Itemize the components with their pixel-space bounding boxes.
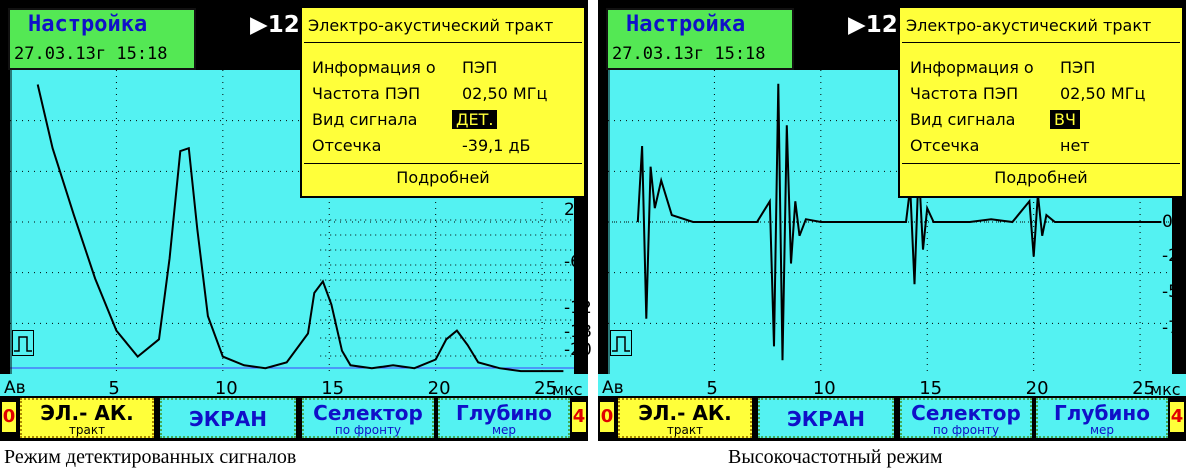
mode-title: Настройка <box>28 12 148 37</box>
softkey-label: ЭКРАН <box>189 407 267 431</box>
corner-label: Ав <box>602 378 624 398</box>
x-tick-label: 10 <box>214 378 238 399</box>
menu-divider <box>902 42 1180 43</box>
y-tick-label: -25 <box>1162 246 1186 266</box>
softkey-sublabel: мер <box>491 423 517 437</box>
signal-trace <box>636 83 1162 361</box>
y-tick-label: 0 <box>1162 212 1173 232</box>
softkey-button-1[interactable]: ЭЛ.- АК. тракт <box>618 398 752 438</box>
gate-marker-icon <box>12 330 34 356</box>
softkey-label: ЭЛ.- АК. <box>40 401 134 425</box>
y-tick-label: -18 <box>564 322 592 342</box>
menu-row-label[interactable]: Вид сигнала <box>910 110 1016 129</box>
softkey-sublabel: мер <box>1089 423 1115 437</box>
softkey-button-3[interactable]: Селектор по фронту <box>302 398 434 438</box>
menu-divider <box>304 42 582 43</box>
y-tick-label: -50 <box>1162 282 1186 302</box>
gate-marker-icon <box>610 330 632 356</box>
menu-row-value[interactable]: -39,1 дБ <box>462 136 531 155</box>
menu-divider <box>902 163 1180 164</box>
menu-row-label[interactable]: Информация о <box>910 58 1034 77</box>
signal-trace <box>36 84 564 373</box>
softkey-label: Селектор <box>313 401 423 425</box>
menu-row-label[interactable]: Отсечка <box>312 136 382 155</box>
softkey-label: ЭКРАН <box>787 407 865 431</box>
x-axis-row <box>0 374 588 396</box>
menu-row-value[interactable]: 02,50 МГц <box>1060 84 1146 103</box>
right-page-number: 4 <box>1170 402 1184 432</box>
menu-row-value[interactable]: ПЭП <box>462 58 498 77</box>
figure-caption: Высокочастотный режим <box>728 446 943 468</box>
settings-menu: Электро-акустический тракт Информация о П… <box>898 6 1184 198</box>
softkey-button-4[interactable]: Глубино мер <box>1036 398 1168 438</box>
x-tick-label: 5 <box>108 378 120 399</box>
x-tick-label: 5 <box>706 378 718 399</box>
softkey-sublabel: по фронту <box>334 423 402 437</box>
mode-title: Настройка <box>626 12 746 37</box>
left-page-number: 0 <box>2 402 16 432</box>
softkey-button-1[interactable]: ЭЛ.- АК. тракт <box>20 398 154 438</box>
screen-detected: Настройка 27.03.13г 15:18 ▶12,0 Электро-… <box>0 0 592 468</box>
softkey-label: Глубино <box>456 401 552 425</box>
screen-hf: Настройка 27.03.13г 15:18 ▶12,0 Электро-… <box>598 0 1186 468</box>
menu-header: Электро-акустический тракт <box>906 16 1152 35</box>
softkey-button-3[interactable]: Селектор по фронту <box>900 398 1032 438</box>
settings-menu: Электро-акустический тракт Информация о П… <box>300 6 586 198</box>
softkey-button-4[interactable]: Глубино мер <box>438 398 570 438</box>
x-unit-label: мкс <box>1150 380 1181 399</box>
mode-title-box: Настройка 27.03.13г 15:18 <box>8 8 196 70</box>
softkey-button-2[interactable]: ЭКРАН <box>758 398 894 438</box>
mode-title-box: Настройка 27.03.13г 15:18 <box>606 8 794 70</box>
softkey-label: ЭЛ.- АК. <box>638 401 732 425</box>
menu-row-label[interactable]: Отсечка <box>910 136 980 155</box>
x-tick-label: 20 <box>427 378 451 399</box>
figure-caption: Режим детектированных сигналов <box>4 446 297 468</box>
y-tick-label: -12 <box>564 298 592 318</box>
y-tick-label: -20 <box>564 340 592 360</box>
x-axis-row <box>598 374 1186 396</box>
softkey-sublabel: по фронту <box>932 423 1000 437</box>
x-tick-label: 20 <box>1025 378 1049 399</box>
x-tick-label: 10 <box>812 378 836 399</box>
menu-row-value[interactable]: нет <box>1060 136 1090 155</box>
x-tick-label: 15 <box>321 378 345 399</box>
softkey-bar: 0 ЭЛ.- АК. тракт ЭКРАН Селектор по фронту Глуб… <box>598 396 1186 441</box>
menu-row-label[interactable]: Частота ПЭП <box>312 84 421 103</box>
more-button[interactable]: Подробней <box>396 168 490 187</box>
a-scan-svg <box>10 70 574 374</box>
x-tick-label: 25 <box>1132 378 1155 399</box>
softkey-label: Селектор <box>911 401 1021 425</box>
x-tick-label: 25 <box>534 378 557 399</box>
y-tick-label: -75 <box>1162 318 1186 338</box>
softkey-bar: 0 ЭЛ.- АК. тракт ЭКРАН Селектор по фронту Глуб… <box>0 396 588 441</box>
softkey-button-2[interactable]: ЭКРАН <box>160 398 296 438</box>
x-tick-label: 15 <box>919 378 943 399</box>
a-scan-svg <box>608 70 1172 374</box>
more-button[interactable]: Подробней <box>994 168 1088 187</box>
menu-header: Электро-акустический тракт <box>308 16 554 35</box>
menu-row-label[interactable]: Вид сигнала <box>312 110 418 129</box>
softkey-label: Глубино <box>1054 401 1150 425</box>
softkey-sublabel: тракт <box>68 423 106 437</box>
menu-row-value[interactable]: ПЭП <box>1060 58 1096 77</box>
datetime: 27.03.13г 15:18 <box>14 44 168 64</box>
right-page-number: 4 <box>572 402 586 432</box>
y-tick-label: 2 <box>564 200 575 220</box>
menu-row-label[interactable]: Частота ПЭП <box>910 84 1019 103</box>
left-page-number: 0 <box>600 402 614 432</box>
menu-divider <box>304 163 582 164</box>
menu-row-value[interactable]: 02,50 МГц <box>462 84 548 103</box>
softkey-sublabel: тракт <box>666 423 704 437</box>
corner-label: Ав <box>4 378 26 398</box>
menu-row-value-selected[interactable]: ДЕТ. <box>452 110 498 129</box>
y-tick-label: -6 <box>564 252 581 272</box>
menu-row-value-selected[interactable]: ВЧ <box>1050 110 1080 129</box>
x-unit-label: мкс <box>552 380 583 399</box>
datetime: 27.03.13г 15:18 <box>612 44 766 64</box>
menu-row-label[interactable]: Информация о <box>312 58 436 77</box>
